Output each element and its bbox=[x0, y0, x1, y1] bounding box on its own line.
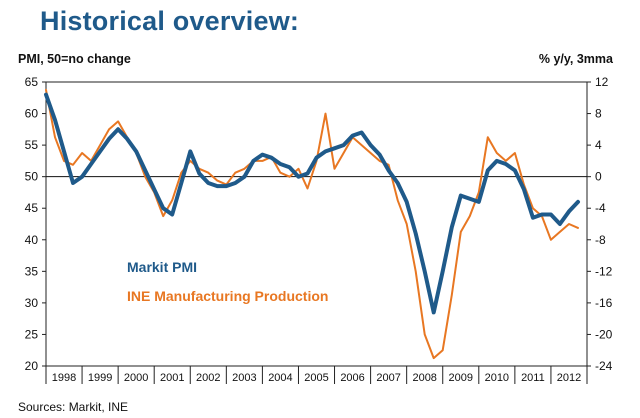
x-tick-label: 2011 bbox=[521, 372, 545, 384]
x-tick-label: 2008 bbox=[412, 372, 436, 384]
left-tick-label: 35 bbox=[25, 264, 39, 278]
x-tick-label: 2009 bbox=[449, 372, 473, 384]
right-tick-label: -20 bbox=[595, 327, 613, 341]
x-tick-label: 2006 bbox=[340, 372, 364, 384]
x-tick-label: 2005 bbox=[304, 372, 328, 384]
x-tick-label: 1999 bbox=[88, 372, 112, 384]
x-tick-label: 2012 bbox=[557, 372, 581, 384]
right-tick-label: 12 bbox=[595, 75, 609, 89]
right-axis-title: % y/y, 3mma bbox=[538, 52, 613, 66]
legend-label: INE Manufacturing Production bbox=[127, 288, 328, 304]
left-tick-label: 50 bbox=[25, 170, 39, 184]
legend-label: Markit PMI bbox=[127, 259, 197, 275]
source-note: Sources: Markit, INE bbox=[18, 400, 129, 414]
right-tick-label: -4 bbox=[595, 201, 606, 215]
left-tick-label: 30 bbox=[25, 296, 39, 310]
x-tick-label: 2001 bbox=[160, 372, 184, 384]
left-tick-label: 45 bbox=[25, 201, 39, 215]
x-tick-label: 1998 bbox=[52, 372, 76, 384]
right-tick-label: -16 bbox=[595, 296, 613, 310]
right-tick-label: -24 bbox=[595, 359, 613, 373]
x-tick-label: 2010 bbox=[485, 372, 509, 384]
x-tick-label: 2007 bbox=[376, 372, 400, 384]
x-tick-label: 2002 bbox=[196, 372, 220, 384]
x-tick-label: 2000 bbox=[124, 372, 148, 384]
right-tick-label: 0 bbox=[595, 170, 602, 184]
left-tick-label: 20 bbox=[25, 359, 39, 373]
left-tick-label: 25 bbox=[25, 327, 39, 341]
plot-frame bbox=[45, 81, 588, 367]
right-tick-label: 8 bbox=[595, 107, 602, 121]
left-tick-label: 65 bbox=[25, 75, 39, 89]
series-line-markit-pmi bbox=[44, 92, 580, 315]
x-tick-label: 2004 bbox=[268, 372, 292, 384]
right-tick-label: 4 bbox=[595, 138, 602, 152]
series-line-ine-production bbox=[45, 88, 579, 360]
left-axis-title: PMI, 50=no change bbox=[18, 52, 131, 66]
right-tick-label: -12 bbox=[595, 264, 613, 278]
right-tick-label: -8 bbox=[595, 233, 606, 247]
left-tick-label: 40 bbox=[25, 233, 39, 247]
page-title: Historical overview: bbox=[40, 6, 300, 36]
left-tick-label: 60 bbox=[25, 107, 39, 121]
left-tick-label: 55 bbox=[25, 138, 39, 152]
x-tick-label: 2003 bbox=[232, 372, 256, 384]
